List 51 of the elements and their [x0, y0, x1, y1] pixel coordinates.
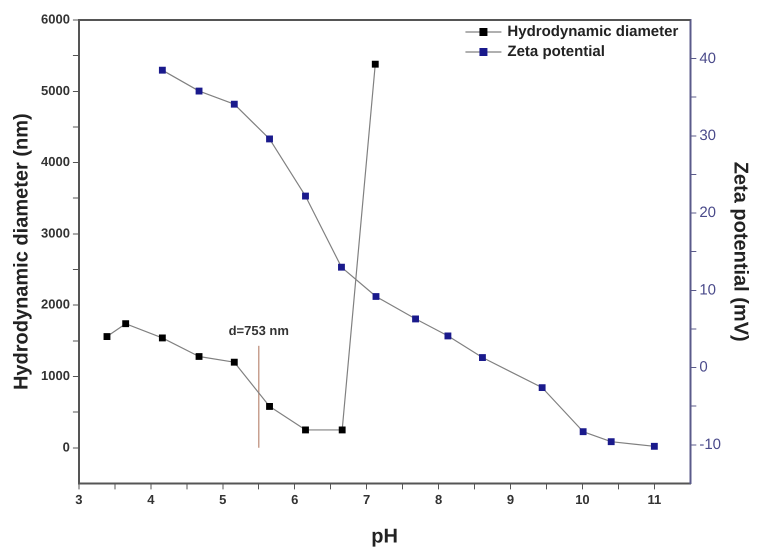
- legend-label: Hydrodynamic diameter: [507, 23, 678, 40]
- x-tick-label: 4: [147, 492, 156, 507]
- point: [266, 136, 273, 142]
- x-tick-label: 3: [75, 492, 83, 507]
- point: [338, 426, 346, 434]
- y2-tick-label: 30: [699, 126, 716, 144]
- y2-tick-label: 40: [699, 50, 716, 67]
- point: [196, 88, 202, 94]
- x-tick-label: 8: [434, 492, 442, 507]
- point: [608, 438, 615, 446]
- x-axis-title: pH: [371, 526, 398, 548]
- y2-tick-label: 0: [699, 358, 708, 376]
- point: [122, 320, 130, 328]
- point: [338, 264, 345, 271]
- point: [196, 353, 202, 360]
- point: [158, 334, 166, 342]
- y-tick-label: 3000: [41, 225, 70, 240]
- y2-tick-label: 10: [699, 281, 716, 298]
- point: [302, 426, 309, 434]
- annotation: d=753 nm: [228, 322, 289, 338]
- y2-tick-label: -10: [699, 436, 722, 453]
- point: [302, 192, 309, 200]
- point: [479, 354, 486, 361]
- y2-axis-title: Zeta potential (mV): [729, 162, 752, 342]
- point: [580, 428, 587, 436]
- y-tick-label: 6000: [41, 12, 70, 27]
- point: [266, 402, 273, 410]
- x-tick-label: 6: [291, 492, 298, 507]
- point: [372, 293, 380, 300]
- point: [230, 358, 238, 366]
- x-tick-label: 5: [219, 492, 226, 507]
- point: [538, 384, 546, 392]
- y-tick-label: 5000: [41, 82, 70, 98]
- x-tick-label: 10: [575, 492, 590, 507]
- y-axis-title: Hydrodynamic diameter (nm): [10, 113, 33, 390]
- point: [158, 66, 166, 74]
- y-tick-label: 2000: [41, 296, 70, 312]
- point: [444, 332, 452, 340]
- point: [412, 315, 419, 322]
- point: [372, 60, 379, 68]
- x-tick-label: 11: [647, 492, 662, 507]
- y2-tick-label: 20: [699, 204, 716, 222]
- x-tick-label: 7: [363, 492, 370, 507]
- y-tick-label: 0: [62, 439, 70, 454]
- y-tick-label: 1000: [41, 368, 70, 384]
- point: [650, 442, 658, 450]
- point: [104, 333, 110, 340]
- y-tick-label: 4000: [41, 154, 70, 170]
- x-tick-label: 9: [506, 492, 514, 507]
- legend-label: Zeta potential: [507, 43, 605, 60]
- point: [230, 100, 238, 108]
